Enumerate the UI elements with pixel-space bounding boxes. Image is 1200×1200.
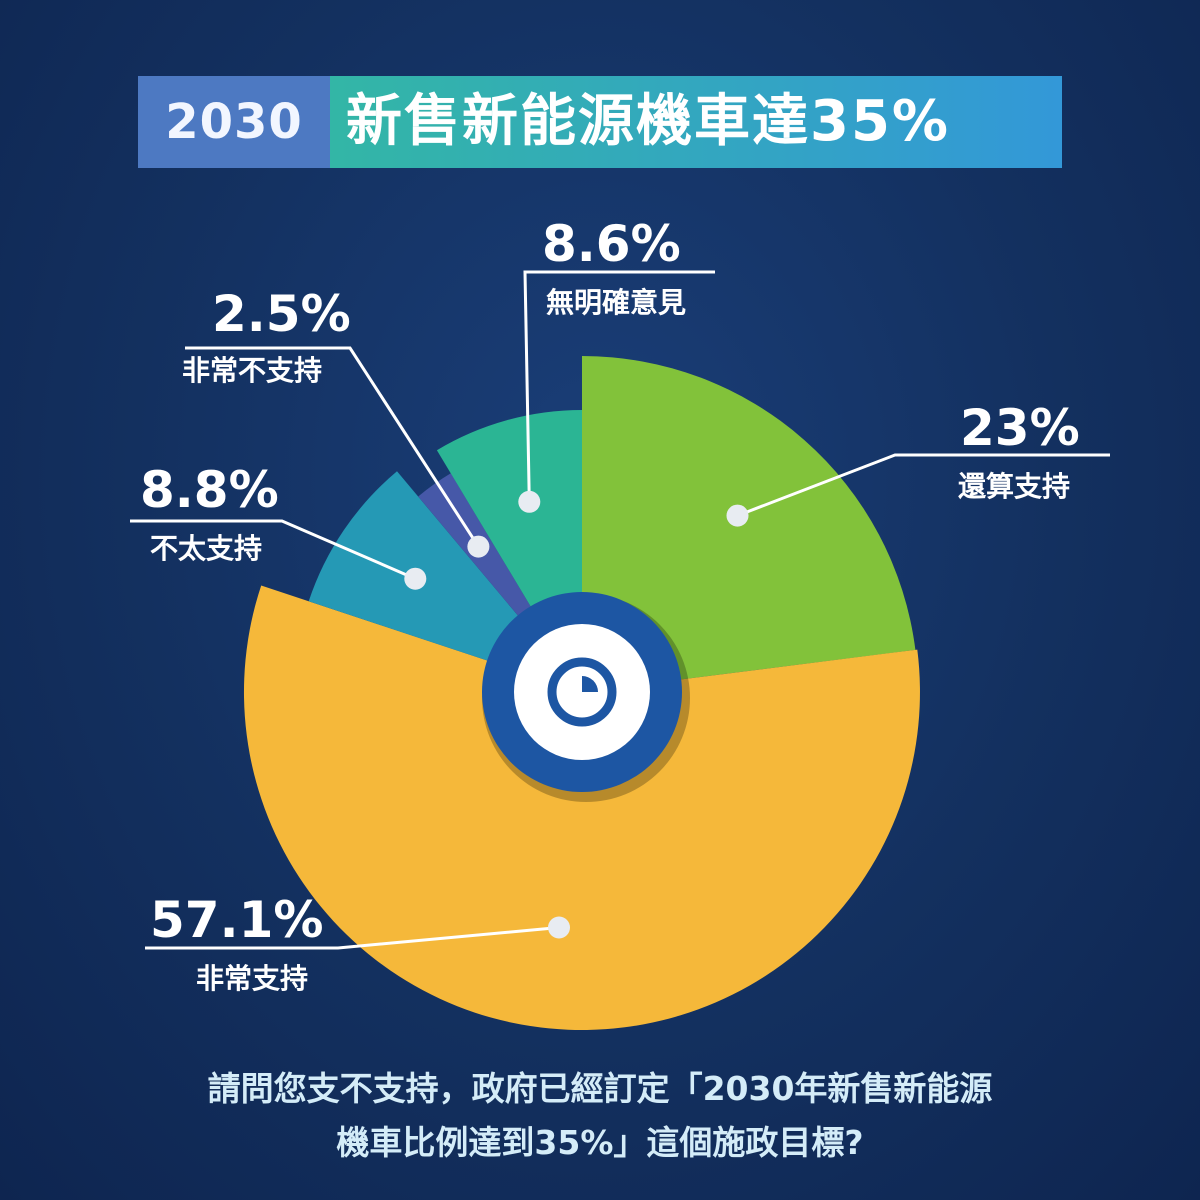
- question-line-2: 機車比例達到35%」這個施政目標?: [336, 1123, 864, 1162]
- center-badge: [482, 592, 690, 802]
- data-label: 2.5%: [212, 285, 351, 343]
- title-year: 2030: [138, 76, 330, 168]
- data-label: 23%: [960, 399, 1080, 457]
- leader-dot: [726, 504, 749, 527]
- survey-question: 請問您支不支持，政府已經訂定「2030年新售新能源 機車比例達到35%」這個施政…: [0, 1062, 1200, 1170]
- title-bar: 2030 新售新能源機車達35%: [138, 76, 1062, 168]
- category-label: 不太支持: [150, 532, 263, 565]
- data-label: 57.1%: [150, 891, 324, 949]
- leader-line: [736, 453, 1110, 517]
- leader-dot: [467, 535, 490, 558]
- leader-line: [145, 926, 560, 950]
- category-label: 非常支持: [196, 962, 309, 995]
- leader-dot: [518, 490, 541, 513]
- leader-line: [523, 270, 715, 502]
- leader-dot: [404, 567, 427, 590]
- data-label: 8.8%: [140, 461, 279, 519]
- leader-line: [185, 346, 480, 548]
- pie-icon-ring: [547, 657, 617, 727]
- data-label: 8.6%: [542, 215, 681, 273]
- pie-slice: [243, 585, 920, 1031]
- category-label: 非常不支持: [182, 354, 323, 387]
- pie-chart-icon: [547, 657, 617, 727]
- leader-dot: [548, 916, 570, 939]
- leader-line: [130, 519, 416, 581]
- category-label: 無明確意見: [546, 286, 687, 319]
- category-label: 還算支持: [958, 470, 1071, 503]
- pie-icon-wedge: [582, 676, 598, 692]
- pie-slice: [582, 356, 916, 692]
- chart-title: 新售新能源機車達35%: [330, 76, 1062, 168]
- question-line-1: 請問您支不支持，政府已經訂定「2030年新售新能源: [207, 1069, 993, 1108]
